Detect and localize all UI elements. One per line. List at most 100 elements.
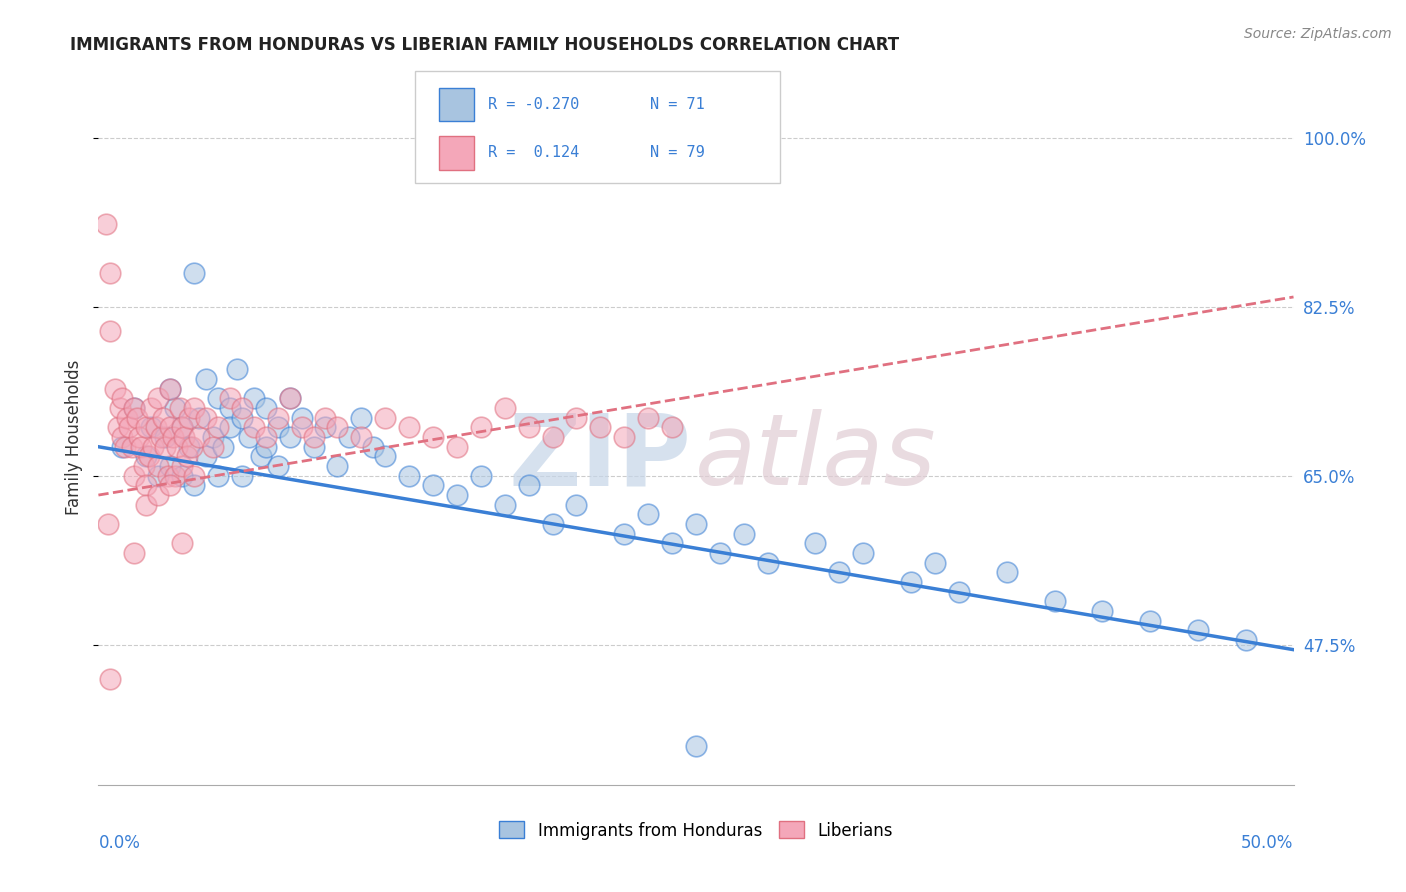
Point	[98, 324, 122, 338]
Text: ZIP: ZIP	[509, 409, 692, 507]
Point	[685, 516, 707, 531]
Point	[254, 440, 277, 454]
Point	[1234, 633, 1257, 648]
Point	[179, 410, 201, 425]
Point	[124, 401, 146, 416]
Point	[709, 546, 731, 560]
Point	[1091, 604, 1114, 618]
Point	[637, 508, 659, 522]
Point	[142, 440, 165, 454]
Point	[195, 372, 218, 386]
Point	[139, 401, 162, 416]
Point	[267, 420, 290, 434]
Point	[104, 382, 127, 396]
Point	[159, 458, 181, 473]
Point	[231, 468, 253, 483]
Point	[733, 526, 755, 541]
Point	[315, 410, 337, 425]
Point	[541, 516, 564, 531]
Point	[207, 392, 229, 406]
Point	[852, 546, 875, 560]
Point	[183, 266, 205, 280]
Point	[179, 440, 201, 454]
Point	[828, 566, 851, 580]
Point	[173, 430, 195, 444]
Point	[98, 672, 122, 686]
Point	[148, 488, 170, 502]
Point	[125, 410, 148, 425]
Point	[302, 440, 325, 454]
Point	[163, 468, 186, 483]
Point	[152, 410, 174, 425]
Point	[517, 420, 540, 434]
Point	[756, 556, 779, 570]
Point	[159, 420, 181, 434]
Point	[172, 536, 194, 550]
Point	[155, 440, 177, 454]
Point	[685, 739, 707, 754]
Text: N = 79: N = 79	[650, 145, 704, 161]
Point	[661, 536, 683, 550]
Point	[111, 392, 134, 406]
Point	[195, 450, 218, 464]
Point	[97, 516, 120, 531]
Point	[995, 566, 1018, 580]
Point	[363, 440, 385, 454]
Point	[339, 430, 361, 444]
Point	[128, 430, 150, 444]
Point	[326, 458, 349, 473]
Point	[219, 392, 242, 406]
Point	[172, 458, 194, 473]
Point	[118, 420, 141, 434]
Point	[172, 420, 194, 434]
Point	[374, 450, 396, 464]
Point	[187, 410, 209, 425]
Point	[183, 478, 205, 492]
Point	[207, 468, 229, 483]
Point	[172, 468, 194, 483]
Point	[374, 410, 396, 425]
Point	[398, 420, 420, 434]
Point	[159, 478, 181, 492]
Point	[422, 430, 444, 444]
Point	[98, 266, 122, 280]
Point	[183, 401, 205, 416]
Point	[111, 430, 134, 444]
Point	[108, 401, 131, 416]
Point	[613, 430, 636, 444]
Point	[900, 574, 922, 589]
Point	[541, 430, 564, 444]
Y-axis label: Family Households: Family Households	[65, 359, 83, 515]
Point	[278, 392, 301, 406]
Point	[166, 440, 188, 454]
Point	[446, 488, 468, 502]
Text: IMMIGRANTS FROM HONDURAS VS LIBERIAN FAMILY HOUSEHOLDS CORRELATION CHART: IMMIGRANTS FROM HONDURAS VS LIBERIAN FAM…	[70, 36, 900, 54]
Point	[202, 430, 225, 444]
Point	[517, 478, 540, 492]
Point	[155, 430, 177, 444]
Point	[183, 468, 205, 483]
Point	[135, 420, 157, 434]
Point	[135, 450, 157, 464]
Point	[124, 468, 146, 483]
Text: 0.0%: 0.0%	[98, 834, 141, 852]
Text: Source: ZipAtlas.com: Source: ZipAtlas.com	[1244, 27, 1392, 41]
Point	[219, 401, 242, 416]
Point	[254, 430, 277, 444]
Point	[132, 458, 155, 473]
Point	[350, 410, 373, 425]
Point	[278, 392, 301, 406]
Point	[195, 410, 218, 425]
Point	[231, 410, 253, 425]
Point	[804, 536, 827, 550]
Point	[243, 392, 266, 406]
Point	[948, 584, 970, 599]
Point	[589, 420, 612, 434]
Point	[211, 440, 233, 454]
Point	[422, 478, 444, 492]
Text: atlas: atlas	[695, 409, 936, 507]
Point	[494, 401, 516, 416]
Point	[350, 430, 373, 444]
Point	[163, 401, 186, 416]
Point	[180, 440, 202, 454]
